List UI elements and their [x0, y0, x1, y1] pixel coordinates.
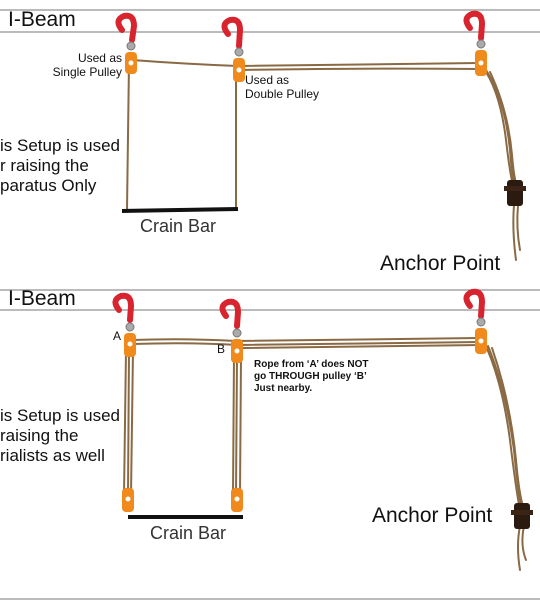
bottom-crain-bar-label: Crain Bar — [150, 523, 227, 543]
bottom-setup-line-3: rialists as well — [0, 446, 105, 465]
top-beam-label: I-Beam — [8, 8, 76, 31]
top-setup-line-3: paratus Only — [0, 176, 97, 195]
top-crain-bar-label: Crain Bar — [140, 216, 217, 236]
bottom-hook-2 — [219, 298, 243, 363]
rope-note-line-2: go THROUGH pulley ‘B’ — [254, 371, 367, 382]
hook-icon — [463, 288, 486, 319]
double-pulley-line-2: Double Pulley — [245, 86, 320, 101]
top-hook-1 — [115, 12, 138, 74]
rope-cleat-icon — [507, 180, 523, 206]
bottom-anchor-label: Anchor Point — [372, 504, 493, 527]
pulley-b-label: B — [217, 342, 226, 356]
hook-icon — [112, 292, 135, 323]
rope-cleat-icon — [514, 503, 530, 529]
rope-note-line-1: Rope from ‘A’ does NOT — [254, 359, 369, 370]
top-crain-bar — [121, 207, 239, 213]
bottom-lower-pulley-a — [122, 488, 134, 512]
top-ropes — [126, 59, 521, 261]
bottom-panel — [112, 288, 533, 571]
single-pulley-line-2: Single Pulley — [52, 64, 122, 79]
bottom-lower-pulley-b — [231, 488, 243, 512]
double-pulley-line-1: Used as — [245, 73, 290, 87]
bottom-hook-1 — [112, 292, 136, 357]
top-hook-2 — [221, 16, 245, 82]
hook-icon — [219, 298, 242, 329]
hook-icon — [115, 12, 138, 43]
top-double-pulley-label: Used as Double Pulley — [245, 73, 320, 102]
top-setup-text: is Setup is used r raising the paratus O… — [0, 136, 120, 196]
top-single-pulley-label: Used as Single Pulley — [30, 51, 122, 80]
bottom-hook-3 — [463, 288, 487, 354]
rope-note-line-3: Just nearby. — [254, 383, 313, 394]
top-setup-line-1: is Setup is used — [0, 136, 121, 155]
top-panel — [115, 10, 526, 261]
single-pulley-line-1: Used as — [77, 51, 122, 65]
hook-icon — [463, 10, 486, 41]
top-anchor — [504, 180, 526, 206]
top-anchor-label: Anchor Point — [380, 252, 501, 275]
bottom-setup-line-2: raising the — [0, 426, 79, 445]
bottom-setup-text: is Setup is used raising the rialists as… — [0, 406, 120, 466]
bottom-beam-label: I-Beam — [8, 287, 76, 310]
beam-lines — [0, 9, 540, 600]
bottom-anchor — [511, 503, 533, 529]
top-hook-3 — [463, 10, 487, 76]
rope-note: Rope from ‘A’ does NOT go THROUGH pulley… — [254, 359, 368, 395]
hook-icon — [221, 16, 244, 49]
pulley-a-label: A — [113, 329, 122, 343]
bottom-setup-line-1: is Setup is used — [0, 406, 121, 425]
top-setup-line-2: r raising the — [0, 156, 89, 175]
